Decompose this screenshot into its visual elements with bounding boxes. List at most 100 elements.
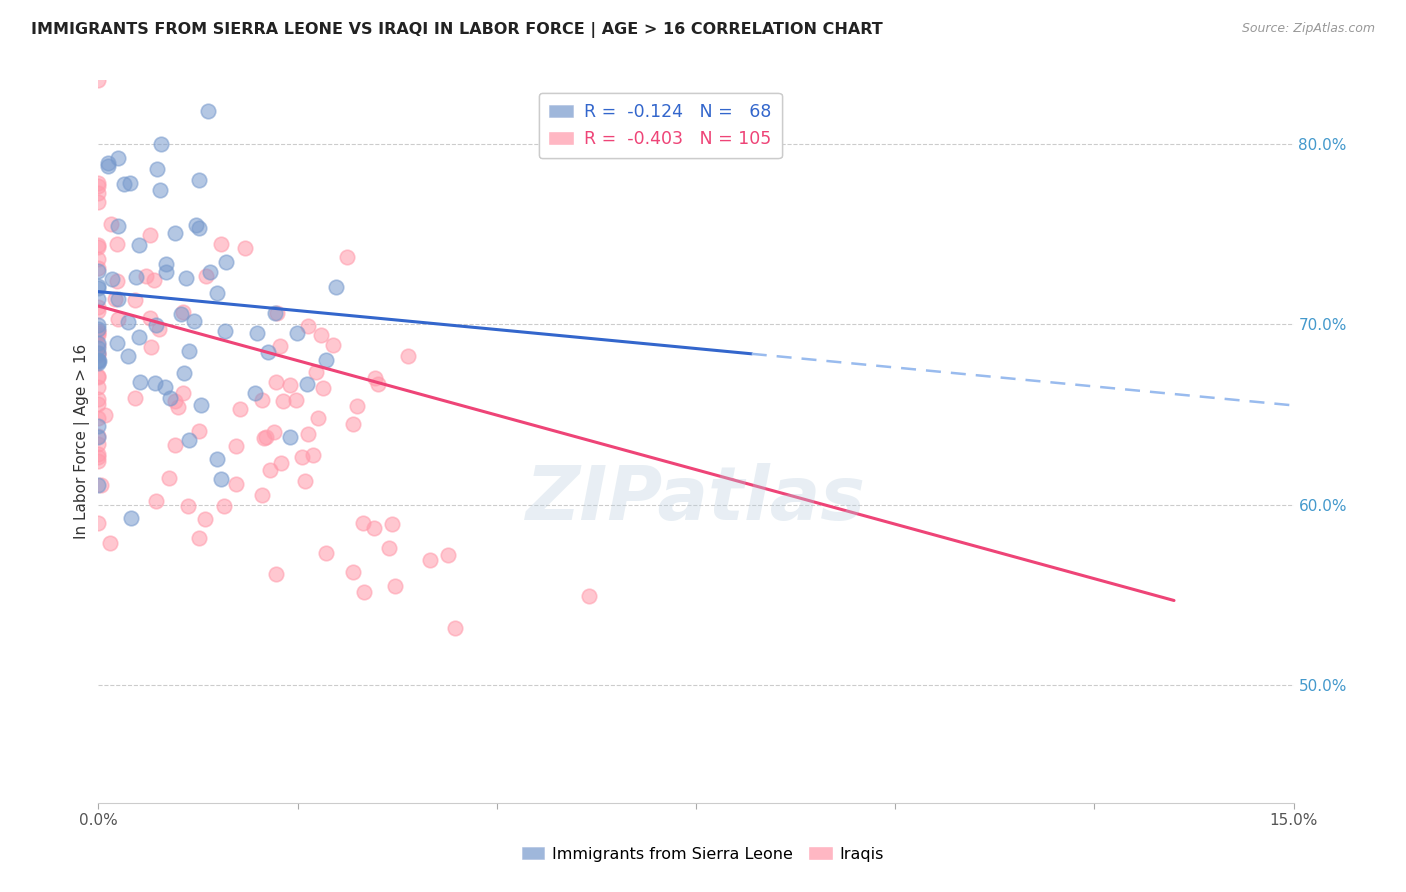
- Point: [270, 456, 292, 470]
- Point: [256, 344, 278, 359]
- Point: [87, 322, 110, 336]
- Point: [297, 319, 319, 334]
- Point: [90, 477, 112, 491]
- Point: [269, 339, 291, 353]
- Point: [294, 474, 316, 488]
- Point: [87, 392, 110, 406]
- Point: [87, 478, 110, 492]
- Point: [195, 268, 218, 283]
- Point: [87, 450, 110, 465]
- Point: [167, 400, 190, 414]
- Point: [291, 450, 314, 464]
- Point: [352, 516, 374, 530]
- Point: [87, 281, 110, 295]
- Point: [367, 377, 389, 392]
- Point: [87, 369, 110, 384]
- Point: [264, 567, 287, 582]
- Point: [139, 227, 162, 242]
- Point: [295, 377, 318, 392]
- Point: [243, 386, 266, 401]
- Point: [125, 269, 148, 284]
- Point: [87, 186, 110, 200]
- Point: [183, 314, 205, 328]
- Point: [184, 218, 207, 232]
- Point: [266, 306, 288, 320]
- Point: [87, 353, 110, 368]
- Point: [87, 264, 110, 278]
- Point: [342, 565, 364, 579]
- Point: [87, 252, 110, 267]
- Point: [100, 217, 122, 231]
- Point: [87, 380, 110, 394]
- Point: [87, 324, 110, 338]
- Point: [212, 500, 235, 514]
- Point: [250, 393, 273, 408]
- Point: [87, 454, 110, 468]
- Point: [271, 393, 294, 408]
- Y-axis label: In Labor Force | Age > 16: In Labor Force | Age > 16: [75, 344, 90, 539]
- Point: [197, 104, 219, 119]
- Point: [103, 292, 125, 306]
- Point: [396, 349, 419, 363]
- Point: [174, 271, 197, 285]
- Point: [87, 341, 110, 355]
- Point: [173, 366, 195, 380]
- Point: [287, 326, 309, 340]
- Point: [266, 375, 288, 389]
- Point: [87, 326, 110, 340]
- Point: [87, 430, 110, 444]
- Point: [87, 436, 110, 450]
- Point: [259, 463, 281, 477]
- Point: [336, 250, 359, 264]
- Point: [87, 176, 110, 190]
- Point: [305, 365, 328, 379]
- Point: [205, 451, 228, 466]
- Point: [342, 417, 364, 431]
- Point: [87, 240, 110, 254]
- Point: [194, 511, 217, 525]
- Point: [346, 399, 368, 413]
- Point: [89, 354, 111, 368]
- Point: [87, 411, 110, 425]
- Point: [143, 376, 166, 390]
- Point: [124, 293, 146, 307]
- Point: [107, 152, 129, 166]
- Point: [139, 310, 162, 325]
- Point: [107, 335, 129, 350]
- Text: ZIPatlas: ZIPatlas: [526, 463, 866, 536]
- Point: [190, 398, 212, 412]
- Point: [124, 391, 146, 405]
- Point: [315, 352, 337, 367]
- Point: [143, 273, 166, 287]
- Point: [363, 520, 385, 534]
- Point: [87, 348, 110, 362]
- Point: [87, 419, 110, 434]
- Point: [177, 344, 200, 359]
- Point: [578, 590, 600, 604]
- Point: [436, 548, 458, 562]
- Point: [87, 300, 110, 314]
- Point: [87, 336, 110, 351]
- Point: [97, 156, 120, 170]
- Point: [384, 579, 406, 593]
- Point: [87, 356, 110, 370]
- Point: [188, 424, 211, 438]
- Point: [139, 340, 162, 354]
- Point: [87, 260, 110, 275]
- Point: [87, 396, 110, 410]
- Point: [209, 472, 232, 486]
- Point: [94, 408, 117, 422]
- Point: [87, 516, 110, 530]
- Point: [263, 306, 285, 320]
- Point: [278, 429, 301, 443]
- Point: [87, 338, 110, 352]
- Point: [301, 448, 323, 462]
- Point: [188, 173, 211, 187]
- Point: [150, 137, 173, 152]
- Point: [163, 393, 186, 408]
- Point: [128, 329, 150, 343]
- Point: [145, 494, 167, 508]
- Point: [146, 161, 169, 176]
- Point: [87, 370, 110, 384]
- Point: [157, 471, 180, 485]
